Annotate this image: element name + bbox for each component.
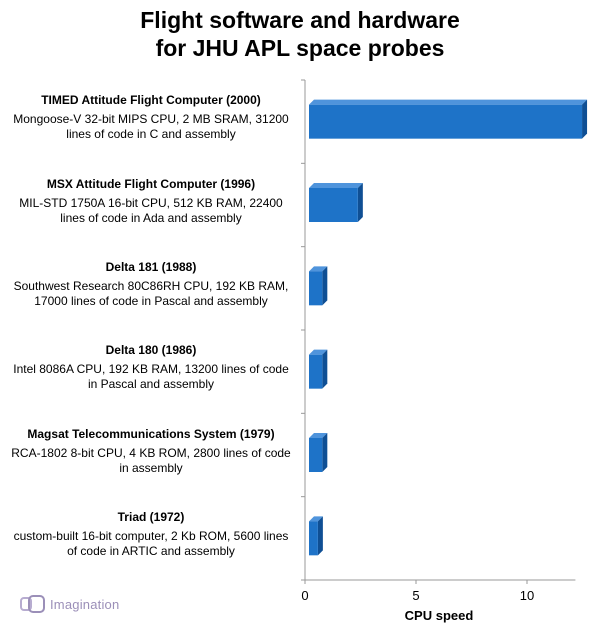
x-axis-title: CPU speed (405, 608, 474, 623)
bar (309, 99, 588, 139)
chart-title-line: for JHU APL space probes (155, 35, 445, 61)
category-title: TIMED Attitude Flight Computer (2000) (41, 93, 261, 108)
bar-side-face (322, 266, 328, 306)
logo-text: Imagination (50, 596, 120, 612)
bar (309, 516, 323, 556)
category-description: MIL-STD 1750A 16-bit CPU, 512 KB RAM, 22… (19, 195, 283, 225)
category-description: custom-built 16-bit computer, 2 Kb ROM, … (13, 528, 289, 558)
bar (309, 433, 328, 472)
category-label: Delta 180 (1986) Intel 8086A CPU, 192 KB … (0, 343, 302, 392)
category-label: Magsat Telecommunications System (1979) R… (0, 427, 302, 476)
bars-layer (309, 99, 588, 556)
imagination-logo-icon (20, 595, 45, 613)
axis-layer: 0 5 10 CPU speed (301, 79, 576, 623)
chart-title-line: Flight software and hardware (140, 7, 460, 33)
bar-side-face (322, 349, 328, 389)
bar-front-face (309, 521, 318, 556)
category-description: RCA-1802 8-bit CPU, 4 KB ROM, 2800 lines… (11, 445, 291, 475)
category-title: MSX Attitude Flight Computer (1996) (46, 176, 256, 191)
bar-side-face (322, 433, 328, 472)
bar-top-face (309, 516, 323, 522)
bar-side-face (582, 99, 588, 139)
category-label: Triad (1972) custom-built 16-bit computer… (0, 510, 302, 559)
bar-top-face (309, 99, 588, 105)
bar-side-face (317, 516, 323, 556)
bar-top-face (309, 266, 328, 272)
bar (309, 183, 363, 222)
bar-front-face (309, 438, 323, 472)
imagination-logo: Imagination (20, 594, 119, 614)
category-description: Southwest Research 80C86RH CPU, 192 KB R… (13, 278, 289, 308)
x-tick-label: 0 (301, 588, 308, 603)
category-description: Intel 8086A CPU, 192 KB RAM, 13200 lines… (13, 362, 289, 392)
category-label: TIMED Attitude Flight Computer (2000) Mon… (0, 93, 302, 142)
bar-front-face (309, 354, 323, 389)
category-label: MSX Attitude Flight Computer (1996) MIL-S… (0, 177, 302, 226)
category-label: Delta 181 (1988) Southwest Research 80C86… (0, 260, 302, 309)
bar (309, 266, 328, 306)
category-title: Delta 180 (1986) (105, 343, 197, 358)
x-tick-label: 10 (520, 588, 534, 603)
x-tick-label: 5 (412, 588, 419, 603)
category-title: Delta 181 (1988) (105, 259, 197, 274)
bar-top-face (309, 183, 363, 188)
bar-front-face (309, 104, 583, 139)
category-description: Mongoose-V 32-bit MIPS CPU, 2 MB SRAM, 3… (13, 112, 289, 142)
bar-top-face (309, 433, 328, 438)
bar-top-face (309, 349, 328, 355)
chart-title: Flight software and hardware for JHU APL … (0, 6, 600, 62)
bar-side-face (357, 183, 363, 222)
category-title: Magsat Telecommunications System (1979) (27, 426, 275, 441)
bar-front-face (309, 271, 323, 306)
category-title: Triad (1972) (117, 509, 185, 524)
bar-front-face (309, 188, 358, 222)
bar (309, 349, 328, 389)
